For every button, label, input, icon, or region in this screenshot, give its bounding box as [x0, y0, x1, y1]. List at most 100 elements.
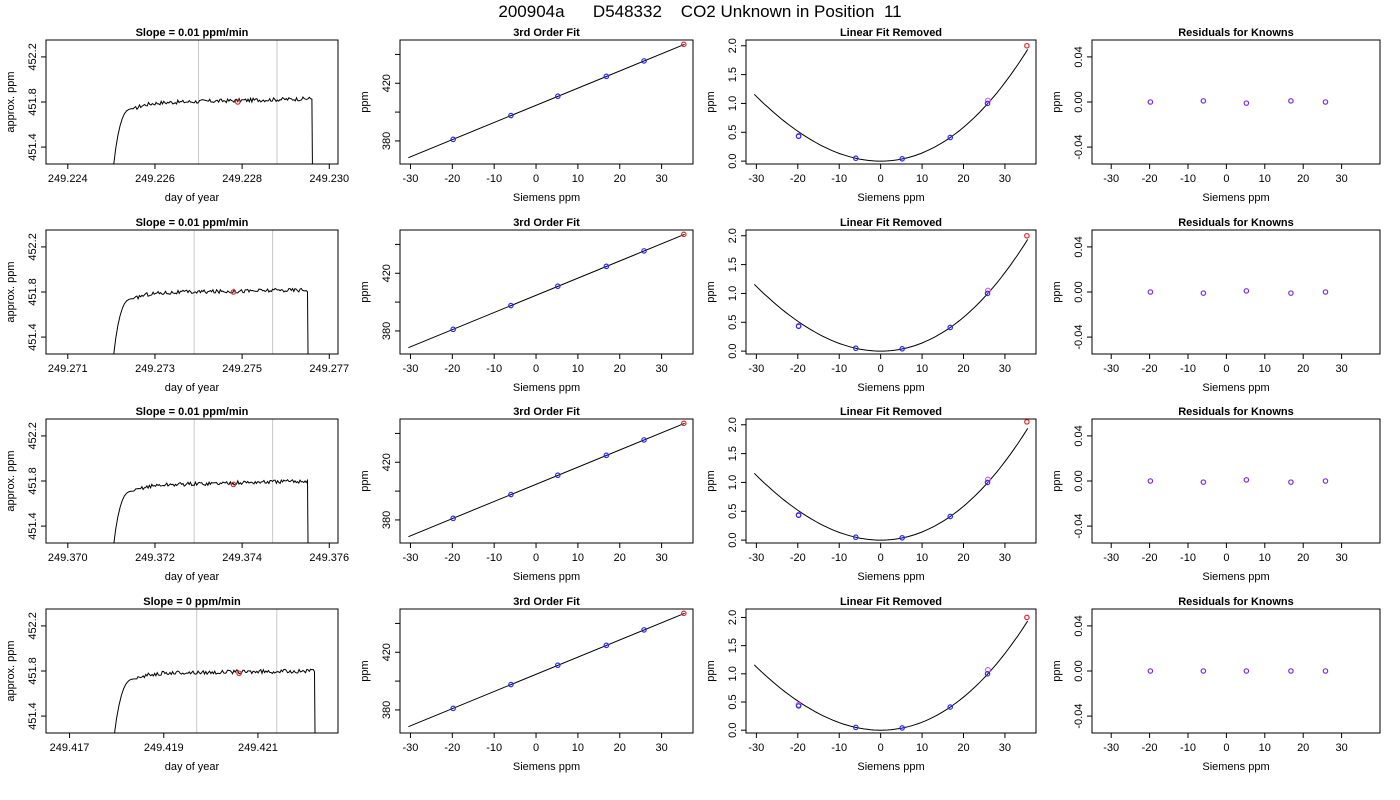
x-tick-label: -30	[748, 173, 764, 185]
x-tick-label: -20	[1142, 173, 1158, 185]
x-tick-label: -10	[486, 173, 502, 185]
panel-title: Slope = 0.01 ppm/min	[136, 27, 249, 39]
x-tick-label: -20	[790, 742, 806, 754]
panel-title: 3rd Order Fit	[513, 217, 580, 229]
y-tick-label: 1.0	[727, 96, 739, 111]
fit-curve	[753, 428, 1029, 541]
series-line	[113, 287, 309, 354]
x-tick-label: -20	[444, 552, 460, 564]
y-tick-label: -0.04	[1073, 514, 1085, 539]
y-tick-label: 1.5	[727, 638, 739, 653]
data-point	[508, 302, 514, 309]
y-tick-label: 1.0	[727, 475, 739, 490]
x-tick-label: 10	[1259, 552, 1271, 564]
y-tick-label: 380	[381, 322, 393, 340]
x-tick-label: 0	[533, 552, 539, 564]
y-tick-label: 0.00	[1073, 281, 1085, 302]
y-tick-label: 1.5	[727, 257, 739, 272]
y-tick-label: 0.04	[1073, 236, 1085, 257]
y-axis-label: approx. ppm	[5, 261, 17, 322]
data-point	[899, 535, 905, 541]
x-tick-label: 30	[655, 552, 667, 564]
x-tick-label: -10	[831, 552, 847, 564]
x-tick-label: -10	[831, 363, 847, 375]
y-tick-label: 2.0	[727, 417, 739, 432]
x-tick-label: -30	[403, 742, 419, 754]
y-axis-label: ppm	[705, 660, 717, 681]
x-tick-label: 249.230	[309, 173, 349, 185]
plot-frame	[745, 229, 1037, 355]
x-tick-label: 10	[916, 552, 928, 564]
panel-row3-fit: 3rd Order Fit Siemens ppm ppm -30 -20 -10 0 10 2…	[359, 406, 694, 583]
x-tick-label: 249.419	[144, 742, 184, 754]
y-tick-label: 0.0	[727, 532, 739, 547]
data-point	[852, 534, 859, 541]
data-point	[1322, 668, 1329, 674]
x-tick-label: 20	[614, 742, 626, 754]
data-point	[508, 491, 514, 498]
x-tick-label: 0	[533, 742, 539, 754]
unknown-point	[1024, 232, 1030, 239]
x-axis-label: day of year	[165, 382, 220, 394]
x-tick-label: 30	[655, 173, 667, 185]
x-tick-label: 20	[1297, 173, 1309, 185]
plot-frame	[745, 608, 1037, 734]
x-tick-label: -30	[1103, 742, 1119, 754]
x-tick-label: 249.376	[309, 552, 349, 564]
y-axis-label: ppm	[1051, 660, 1063, 681]
panel-title: Slope = 0 ppm/min	[143, 596, 241, 608]
fit-line	[408, 422, 685, 538]
y-tick-label: 0.0	[727, 153, 739, 168]
panel-title: Residuals for Knowns	[1178, 596, 1294, 608]
y-axis-label: ppm	[359, 470, 371, 491]
panel-row4-resid: Residuals for Knowns Siemens ppm ppm -30 -20…	[1051, 596, 1381, 773]
x-tick-label: 10	[572, 363, 584, 375]
panel-row1-fit: 3rd Order Fit Siemens ppm ppm -30 -20 -10 0 10 2…	[359, 27, 694, 204]
secondary-point	[985, 97, 991, 104]
x-tick-label: 10	[916, 742, 928, 754]
y-axis-label: ppm	[359, 91, 371, 112]
panel-row1-time: Slope = 0.01 ppm/min day of year approx. p…	[5, 27, 349, 204]
data-point	[1322, 478, 1329, 484]
y-tick-label: 0.5	[727, 315, 739, 330]
y-tick-label: 451.4	[27, 133, 39, 161]
data-point	[899, 346, 905, 352]
y-tick-label: 451.4	[27, 702, 39, 730]
data-point	[450, 705, 456, 712]
panel-title: Linear Fit Removed	[840, 406, 942, 418]
x-tick-label: 249.417	[50, 742, 90, 754]
y-axis-label: ppm	[705, 281, 717, 302]
data-point	[1322, 99, 1329, 105]
x-tick-label: 30	[999, 742, 1011, 754]
x-axis-label: Siemens ppm	[513, 192, 580, 204]
data-point	[1147, 99, 1154, 105]
x-tick-label: 0	[878, 363, 884, 375]
data-point	[1200, 668, 1207, 674]
x-tick-label: 30	[999, 363, 1011, 375]
y-tick-label: 380	[381, 511, 393, 529]
unknown-point	[1024, 419, 1030, 425]
data-point	[795, 323, 802, 330]
data-point	[899, 725, 905, 731]
y-tick-label: 0.04	[1073, 46, 1085, 67]
y-tick-label: 451.8	[27, 467, 39, 495]
y-tick-label: 0.00	[1073, 660, 1085, 681]
fit-line	[408, 233, 685, 349]
y-tick-label: 1.0	[727, 666, 739, 681]
x-tick-label: 0	[878, 173, 884, 185]
plot-area	[753, 232, 1030, 352]
y-axis-label: ppm	[1051, 91, 1063, 112]
panel-title: Linear Fit Removed	[840, 596, 942, 608]
y-tick-label: -0.04	[1073, 325, 1085, 350]
plot-frame	[399, 39, 694, 165]
y-tick-label: 0.5	[727, 504, 739, 519]
plot-area	[753, 419, 1030, 541]
plot-area	[1147, 668, 1329, 674]
x-tick-label: 249.370	[48, 552, 88, 564]
y-axis-label: ppm	[705, 91, 717, 112]
y-tick-label: 451.8	[27, 657, 39, 685]
y-axis-label: ppm	[705, 470, 717, 491]
x-tick-label: 249.226	[135, 173, 175, 185]
x-tick-label: -30	[403, 552, 419, 564]
plot-area	[753, 42, 1030, 162]
